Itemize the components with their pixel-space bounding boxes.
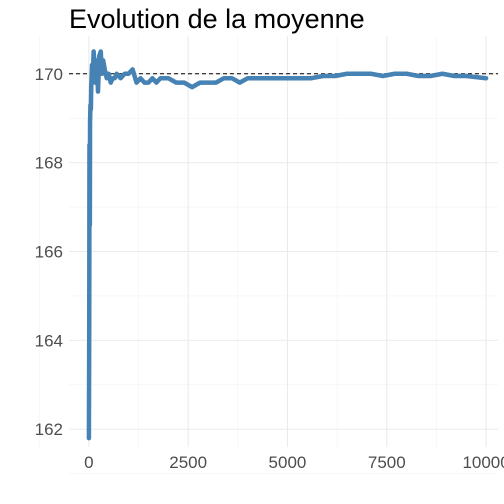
y-axis-tick-labels: 162 164 166 168 170 — [35, 65, 63, 439]
x-tick-label: 7500 — [368, 453, 406, 472]
x-axis-tick-labels: 0 2500 5000 7500 10000 — [84, 453, 504, 472]
x-tick-label: 0 — [84, 453, 93, 472]
x-tick-label: 10000 — [462, 453, 504, 472]
y-tick-label: 162 — [35, 420, 63, 439]
y-tick-label: 168 — [35, 154, 63, 173]
major-grid — [69, 36, 498, 447]
series-line — [86, 49, 489, 441]
y-tick-label: 164 — [35, 331, 63, 350]
x-tick-label: 2500 — [169, 453, 207, 472]
x-tick-label: 5000 — [269, 453, 307, 472]
minor-grid — [38, 36, 498, 474]
chart-title: Evolution de la moyenne — [69, 4, 365, 34]
y-tick-label: 166 — [35, 242, 63, 261]
y-tick-label: 170 — [35, 65, 63, 84]
